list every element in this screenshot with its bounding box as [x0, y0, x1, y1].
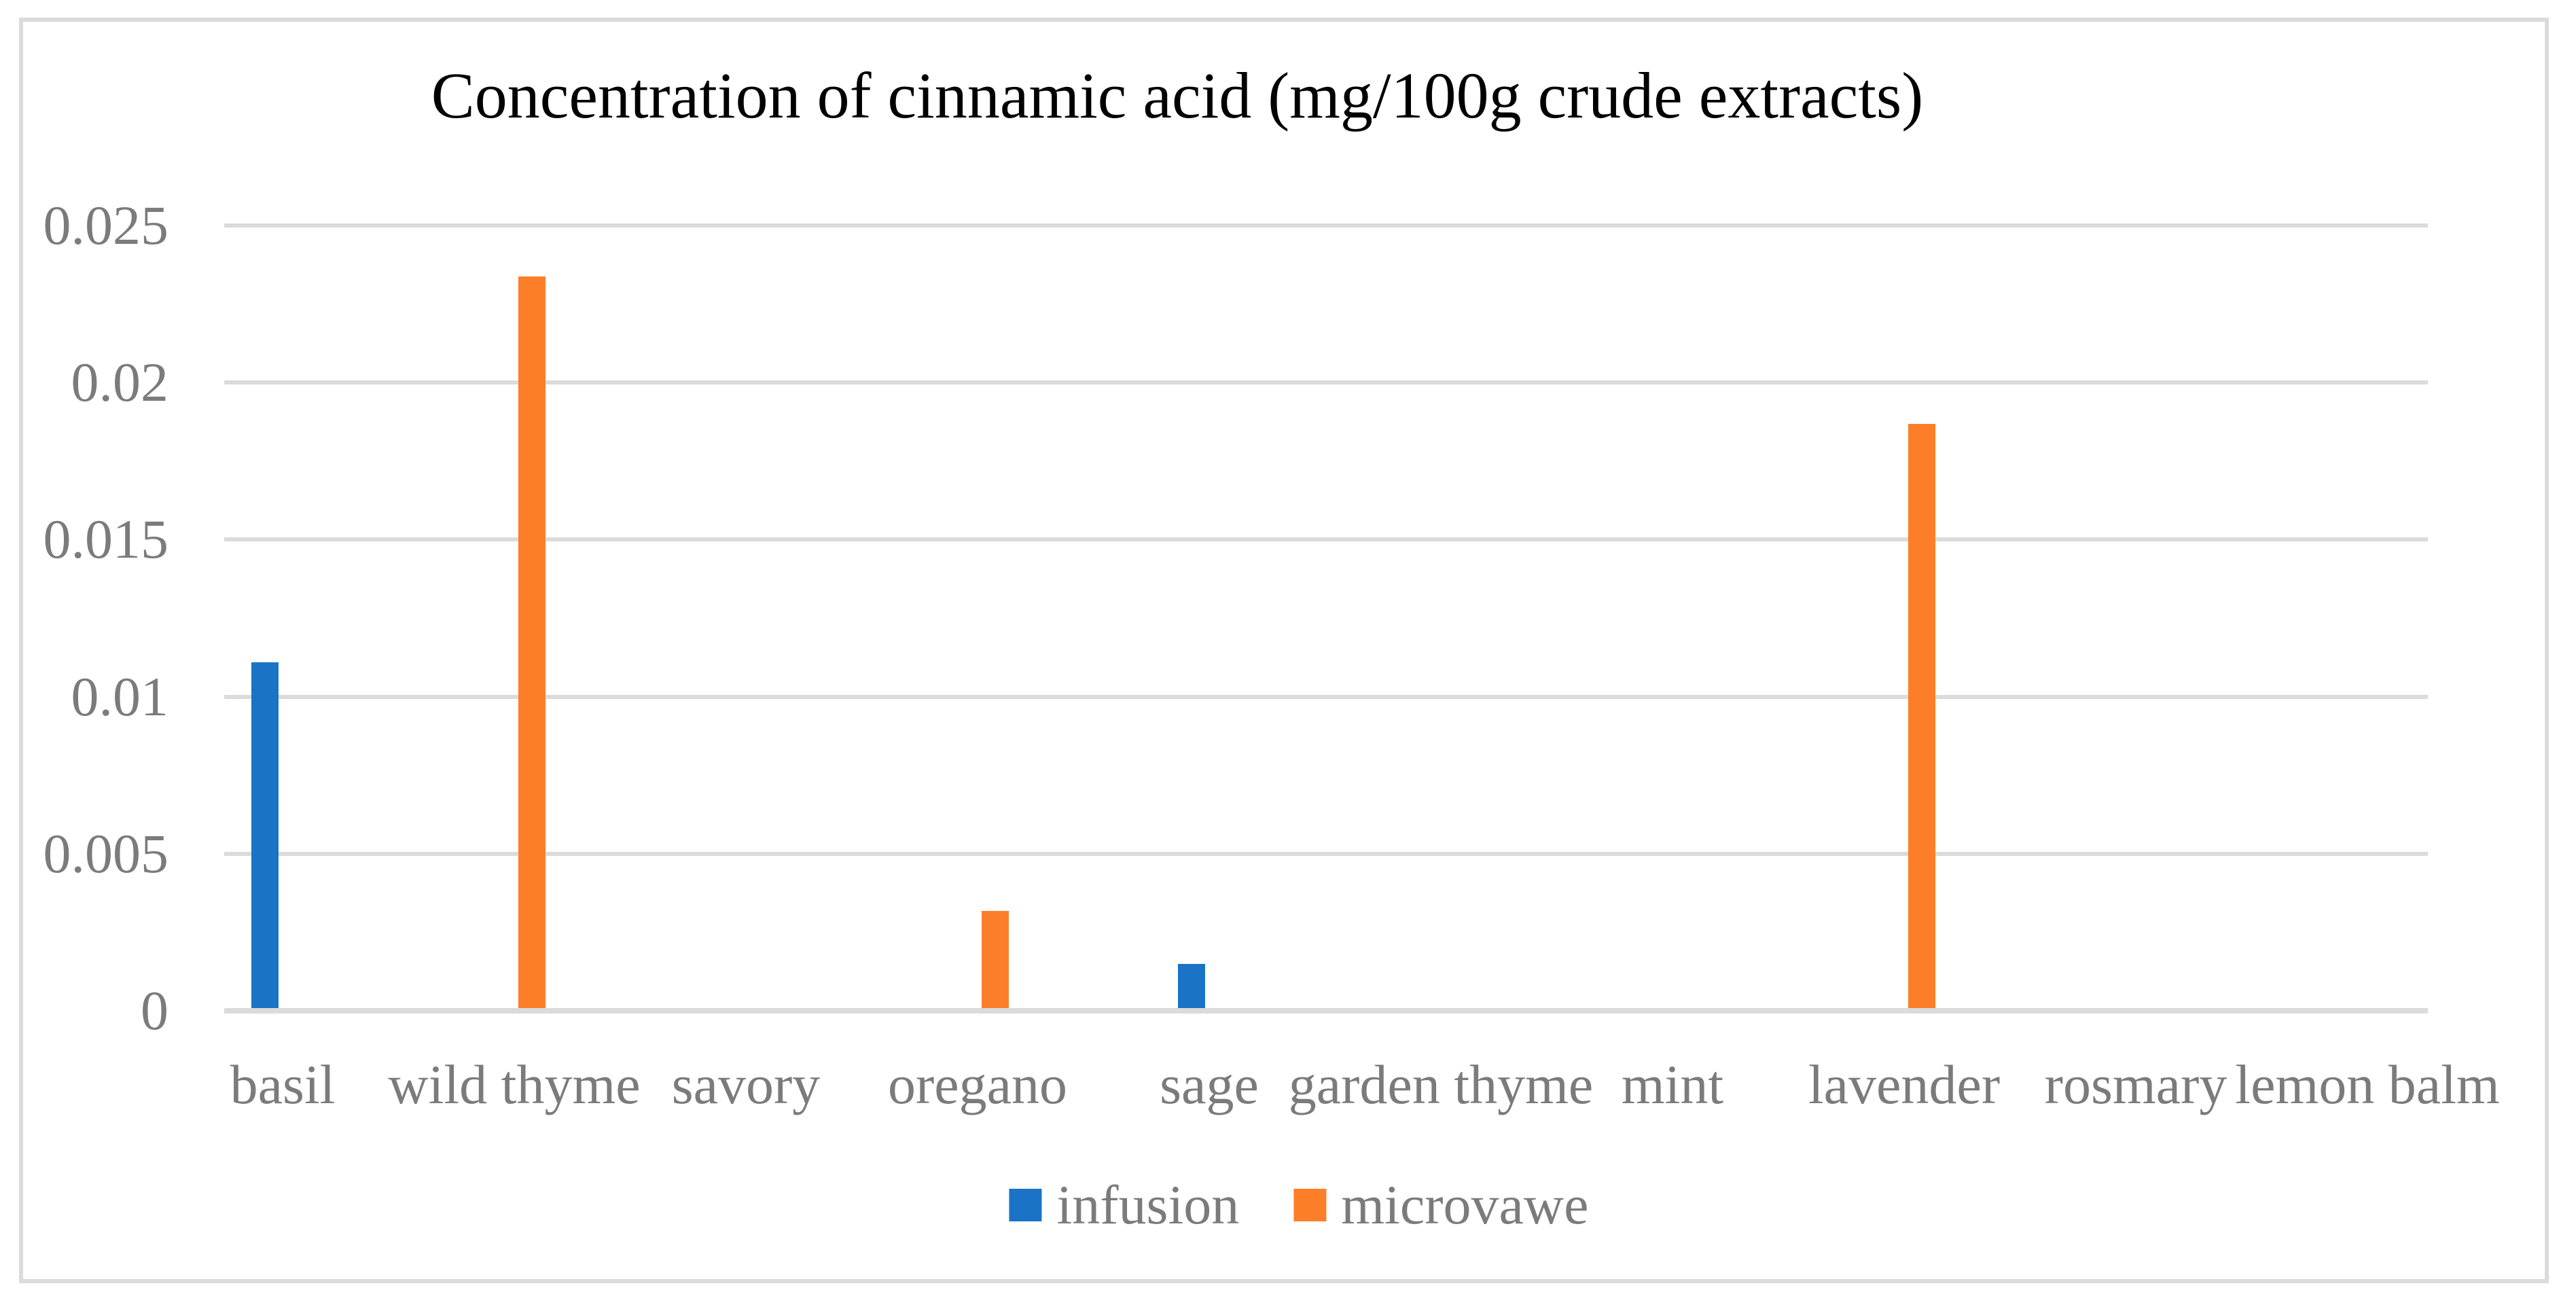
legend-swatch-infusion: [1009, 1189, 1042, 1221]
x-axis-line: [224, 1008, 2428, 1014]
gridline-0.015: [224, 537, 2428, 541]
legend-item-microvawe: microvawe: [1293, 1174, 1589, 1236]
x-tick-label-wild-thyme: wild thyme: [388, 1054, 641, 1115]
x-tick-label-savory: savory: [671, 1054, 821, 1115]
y-tick-label-0.015: 0.015: [43, 508, 169, 570]
y-tick-label-0.025: 0.025: [43, 194, 169, 256]
bar-microvawe-lavender: [1908, 424, 1935, 1008]
bar-infusion-basil: [251, 662, 279, 1008]
y-tick-label-0.005: 0.005: [43, 823, 169, 884]
x-tick-label-basil: basil: [230, 1054, 336, 1115]
y-tick-label-0.02: 0.02: [71, 351, 169, 413]
x-tick-label-rosmary: rosmary: [2044, 1054, 2228, 1115]
bar-microvawe-wild-thyme: [518, 276, 545, 1008]
legend-swatch-microvawe: [1293, 1189, 1327, 1221]
bar-microvawe-oregano: [982, 911, 1009, 1008]
y-tick-label-0.01: 0.01: [71, 666, 169, 728]
x-tick-label-garden-thyme: garden thyme: [1288, 1054, 1594, 1115]
y-tick-label-0: 0: [141, 980, 168, 1041]
gridline-0.025: [224, 223, 2428, 228]
legend-item-infusion: infusion: [1009, 1177, 1239, 1233]
bar-infusion-sage: [1178, 964, 1205, 1008]
gridline-0.02: [224, 380, 2428, 384]
legend-label-infusion: infusion: [1056, 1174, 1240, 1236]
x-tick-label-oregano: oregano: [887, 1054, 1068, 1115]
gridline-0.005: [224, 852, 2428, 856]
x-tick-label-lavender: lavender: [1808, 1054, 2001, 1115]
chart-title: Concentration of cinnamic acid (mg/100g …: [431, 59, 1924, 132]
legend: infusion microvawe: [1009, 1174, 1589, 1236]
x-tick-label-sage: sage: [1160, 1054, 1259, 1115]
x-tick-label-lemon-balm: lemon balm: [2235, 1054, 2500, 1115]
gridline-0.01: [224, 695, 2428, 699]
x-tick-label-mint: mint: [1621, 1054, 1724, 1115]
legend-label-microvawe: microvawe: [1341, 1174, 1589, 1236]
